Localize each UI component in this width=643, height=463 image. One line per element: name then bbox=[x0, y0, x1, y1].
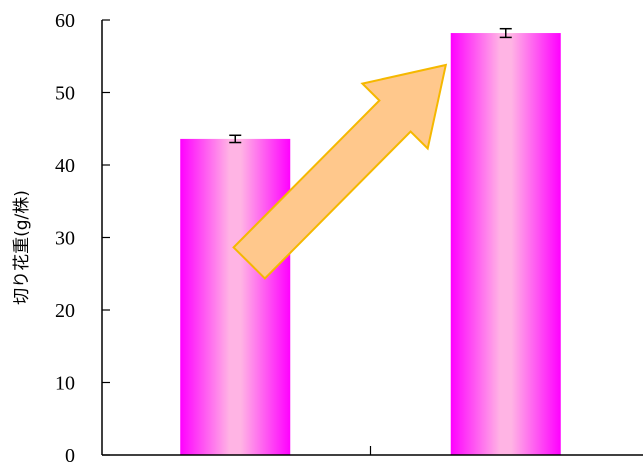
y-tick-label-20: 20 bbox=[55, 300, 75, 322]
error-bar-2 bbox=[499, 27, 512, 39]
y-tick-label-60: 60 bbox=[55, 10, 75, 32]
axes-layer: 0 10 20 30 40 50 60 bbox=[55, 10, 643, 463]
bar-2 bbox=[450, 33, 561, 456]
y-tick-label-30: 30 bbox=[55, 228, 75, 250]
bars-layer bbox=[180, 27, 561, 456]
y-tick-label-40: 40 bbox=[55, 155, 75, 177]
error-bar-1 bbox=[229, 134, 242, 144]
bar-1 bbox=[180, 138, 291, 455]
arrow-layer bbox=[232, 63, 448, 280]
increase-arrow bbox=[232, 63, 448, 280]
y-axis-title: 切り花重(g/株) bbox=[12, 190, 32, 305]
y-tick-label-0: 0 bbox=[65, 445, 75, 463]
y-tick-label-10: 10 bbox=[55, 373, 75, 395]
y-tick-label-50: 50 bbox=[55, 83, 75, 105]
